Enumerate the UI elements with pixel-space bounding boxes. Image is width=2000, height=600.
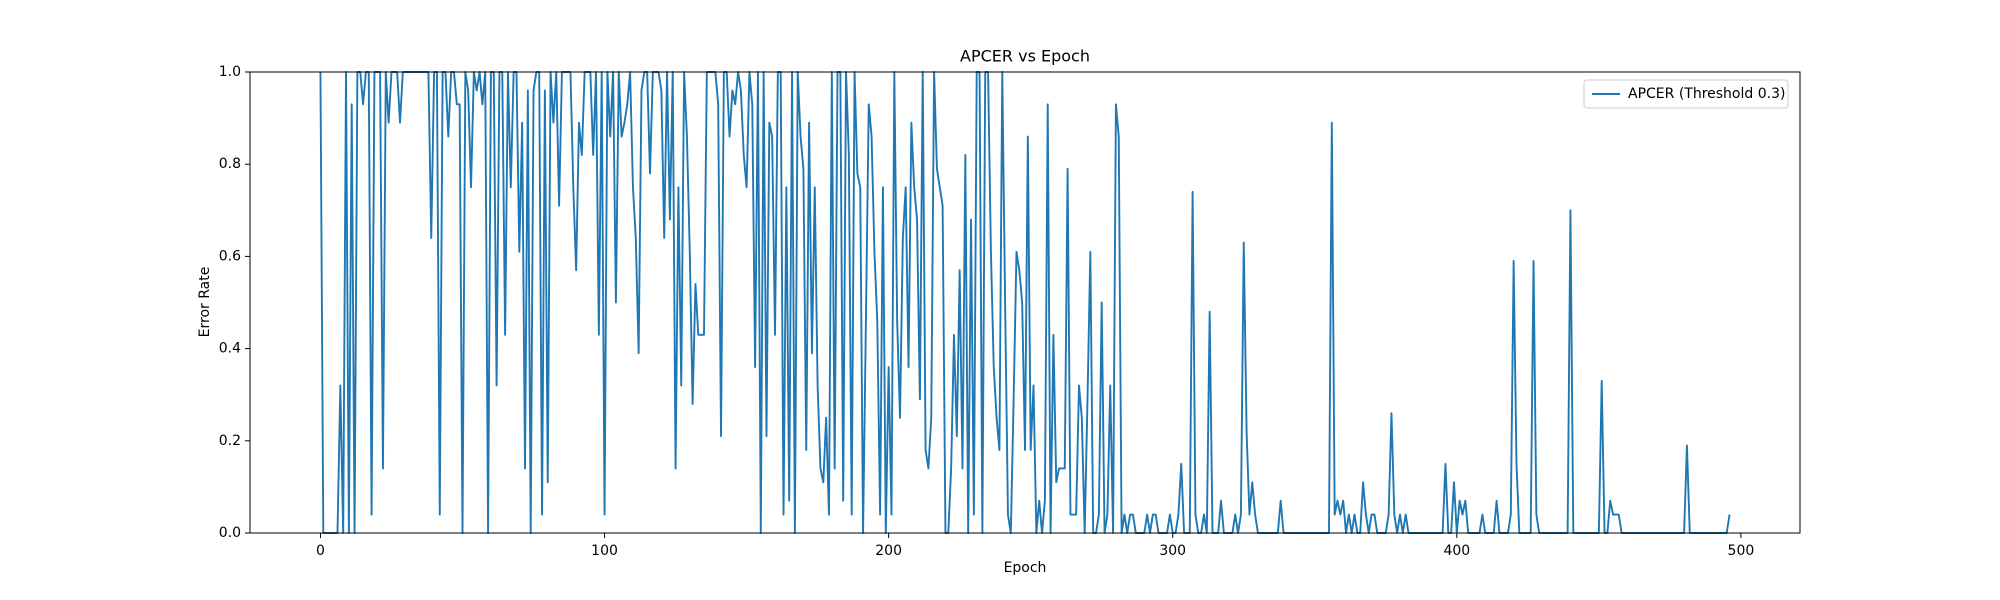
chart-title: APCER vs Epoch	[960, 47, 1090, 66]
x-axis-label: Epoch	[1004, 560, 1047, 576]
x-tick-label: 0	[316, 543, 325, 559]
plot-area	[319, 71, 1731, 534]
legend-box	[1583, 79, 1789, 109]
x-tick-label: 400	[1443, 543, 1470, 559]
y-tick-label: 0.4	[219, 341, 241, 357]
y-tick-label: 1.0	[219, 64, 241, 80]
y-tick-label: 0.2	[219, 433, 241, 449]
x-tick-label: 100	[591, 543, 618, 559]
axes-frame	[249, 71, 1801, 534]
y-axis-label: Error Rate	[197, 267, 213, 338]
data-line	[319, 71, 1731, 534]
legend-label: APCER (Threshold 0.3)	[1628, 86, 1785, 102]
y-tick-label: 0.8	[219, 156, 241, 172]
x-tick-label: 200	[875, 543, 902, 559]
x-tick-label: 300	[1159, 543, 1186, 559]
y-tick-label: 0.0	[219, 525, 241, 541]
y-tick-label: 0.6	[219, 248, 241, 264]
x-tick-label: 500	[1728, 543, 1755, 559]
